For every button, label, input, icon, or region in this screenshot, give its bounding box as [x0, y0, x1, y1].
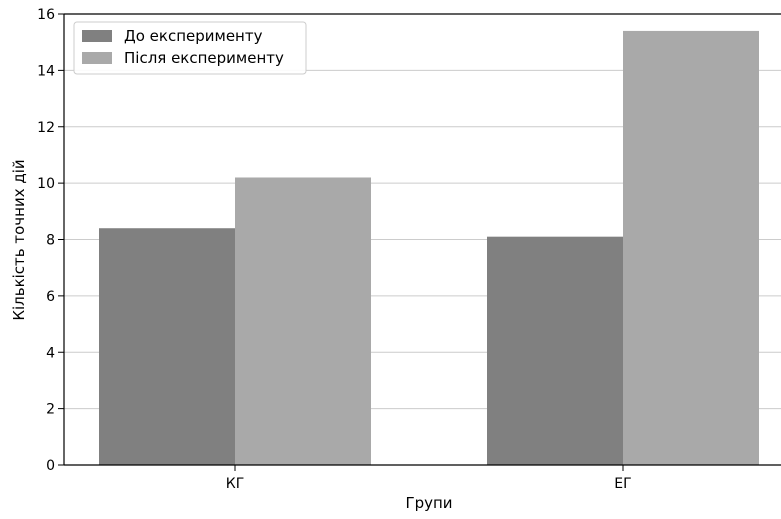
- bar-before-1: [487, 236, 623, 465]
- legend-box: [73, 21, 307, 75]
- legend-label: До експерименту: [124, 27, 263, 45]
- x-tick-label: КГ: [226, 476, 244, 492]
- legend: До експерименту Після експерименту: [73, 21, 307, 75]
- bar-after-0: [235, 177, 371, 466]
- y-ticks: 0 2 4 6 8 10 12 14 16: [37, 7, 64, 474]
- x-axis-label: Групи: [405, 494, 452, 512]
- bar-after-1: [623, 30, 759, 465]
- bars: [99, 30, 759, 466]
- legend-label: Після експерименту: [124, 49, 284, 67]
- y-axis-label: Кількість точних дій: [10, 159, 28, 320]
- y-tick-label: 14: [37, 63, 55, 79]
- x-tick-label: ЕГ: [614, 476, 631, 492]
- x-ticks: КГ ЕГ: [226, 465, 632, 492]
- y-tick-label: 10: [37, 176, 55, 192]
- bar-before-0: [99, 228, 235, 465]
- y-tick-label: 8: [46, 233, 55, 249]
- y-tick-label: 12: [37, 120, 55, 136]
- y-tick-label: 6: [46, 289, 55, 305]
- legend-swatch: [82, 52, 112, 64]
- y-tick-label: 0: [46, 458, 55, 474]
- y-tick-label: 4: [46, 345, 55, 361]
- y-tick-label: 16: [37, 7, 55, 23]
- y-tick-label: 2: [46, 402, 55, 418]
- legend-swatch: [82, 30, 112, 42]
